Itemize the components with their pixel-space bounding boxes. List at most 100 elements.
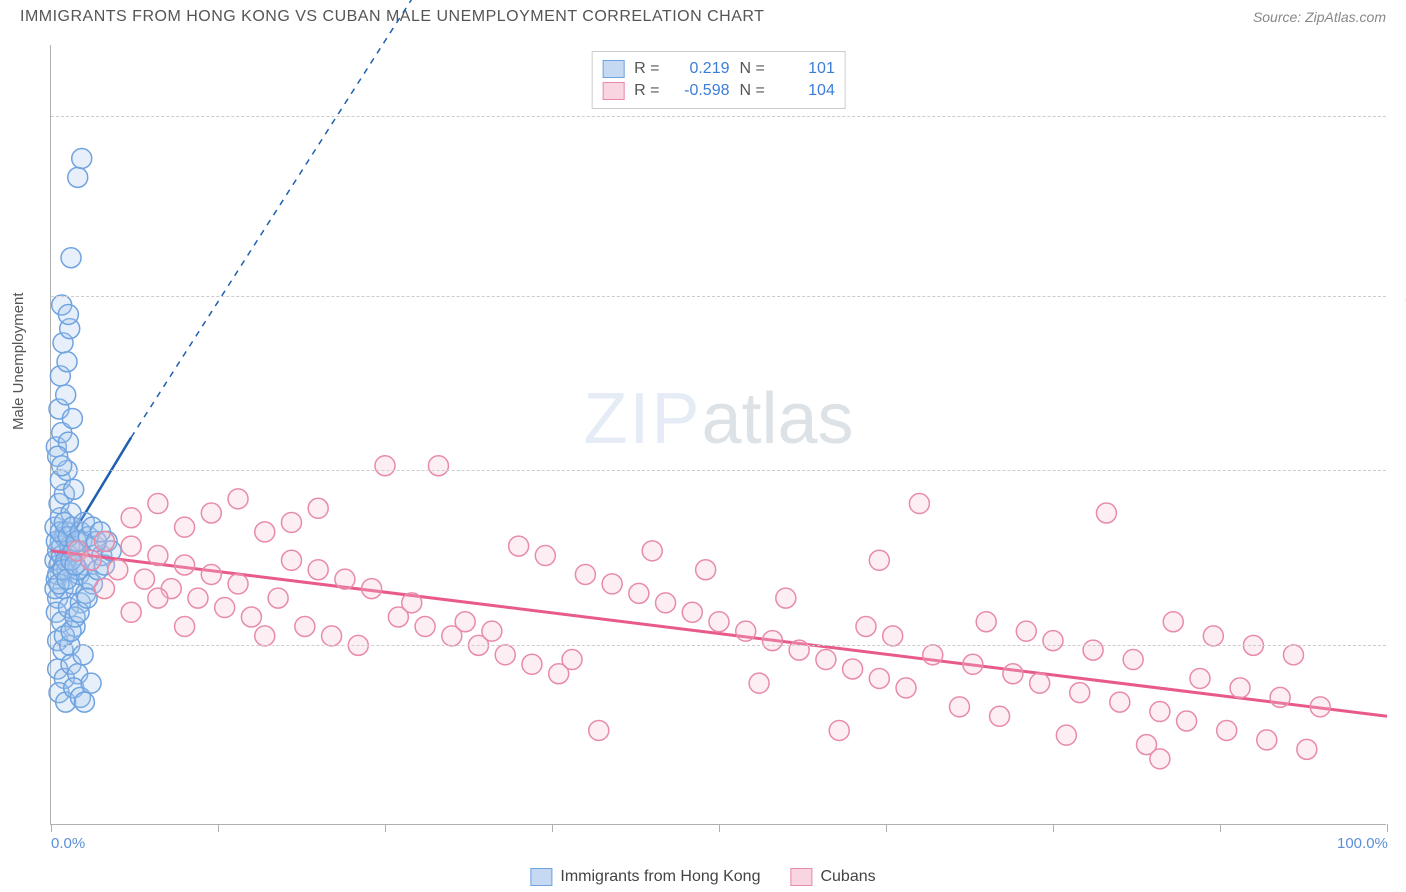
data-point [121,536,141,556]
legend-label: Cubans [820,868,875,886]
data-point [909,494,929,514]
data-point [148,588,168,608]
data-point [402,593,422,613]
data-point [1056,725,1076,745]
data-point [308,560,328,580]
data-point [322,626,342,646]
data-point [1150,749,1170,769]
data-point [175,555,195,575]
data-point [57,352,77,372]
data-point [522,654,542,674]
x-tick [886,824,887,832]
stats-row: R =0.219N =101 [602,58,835,80]
data-point [1043,631,1063,651]
data-point [281,550,301,570]
data-point [976,612,996,632]
data-point [148,546,168,566]
n-value: 104 [775,82,835,100]
data-point [1203,626,1223,646]
data-point [308,498,328,518]
data-point [1110,692,1130,712]
x-tick [1387,824,1388,832]
stats-legend-box: R =0.219N =101R =-0.598N =104 [591,51,846,109]
data-point [963,654,983,674]
trend-line [51,551,1387,716]
data-point [72,148,92,168]
data-point [335,569,355,589]
x-tick [218,824,219,832]
r-value: -0.598 [670,82,730,100]
data-point [121,508,141,528]
x-tick [385,824,386,832]
r-value: 0.219 [670,60,730,78]
data-point [509,536,529,556]
x-tick [1053,824,1054,832]
data-point [1283,645,1303,665]
data-point [74,692,94,712]
data-point [188,588,208,608]
data-point [52,456,72,476]
data-point [64,479,84,499]
legend-swatch [530,868,552,886]
data-point [1123,650,1143,670]
data-point [1030,673,1050,693]
data-point [61,248,81,268]
data-point [1163,612,1183,632]
data-point [495,645,515,665]
data-point [68,167,88,187]
data-point [629,583,649,603]
data-point [869,668,889,688]
data-point [535,546,555,566]
data-point [281,512,301,532]
data-point [295,616,315,636]
data-point [736,621,756,641]
data-point [81,550,101,570]
legend-label: Immigrants from Hong Kong [560,868,760,886]
data-point [749,673,769,693]
data-point [642,541,662,561]
legend-swatch [790,868,812,886]
data-point [94,579,114,599]
legend-item: Cubans [790,868,875,886]
data-point [255,522,275,542]
data-point [81,673,101,693]
data-point [62,408,82,428]
data-point [843,659,863,679]
r-label: R = [634,60,659,78]
data-point [869,550,889,570]
data-point [135,569,155,589]
scatter-svg [51,45,1386,824]
legend-swatch [602,60,624,78]
data-point [1150,702,1170,722]
data-point [455,612,475,632]
source-label: Source: ZipAtlas.com [1253,9,1386,25]
data-point [709,612,729,632]
data-point [268,588,288,608]
data-point [175,616,195,636]
legend-swatch [602,82,624,100]
data-point [1190,668,1210,688]
data-point [575,564,595,584]
r-label: R = [634,82,659,100]
gridline-horizontal [51,470,1386,471]
gridline-horizontal [51,296,1386,297]
data-point [1177,711,1197,731]
x-tick-label: 100.0% [1337,835,1388,852]
data-point [762,631,782,651]
data-point [829,720,849,740]
data-point [1230,678,1250,698]
data-point [1257,730,1277,750]
data-point [362,579,382,599]
x-tick [719,824,720,832]
data-point [228,489,248,509]
data-point [201,503,221,523]
data-point [228,574,248,594]
data-point [121,602,141,622]
data-point [1297,739,1317,759]
data-point [589,720,609,740]
data-point [776,588,796,608]
data-point [73,645,93,665]
gridline-horizontal [51,116,1386,117]
data-point [58,304,78,324]
data-point [883,626,903,646]
